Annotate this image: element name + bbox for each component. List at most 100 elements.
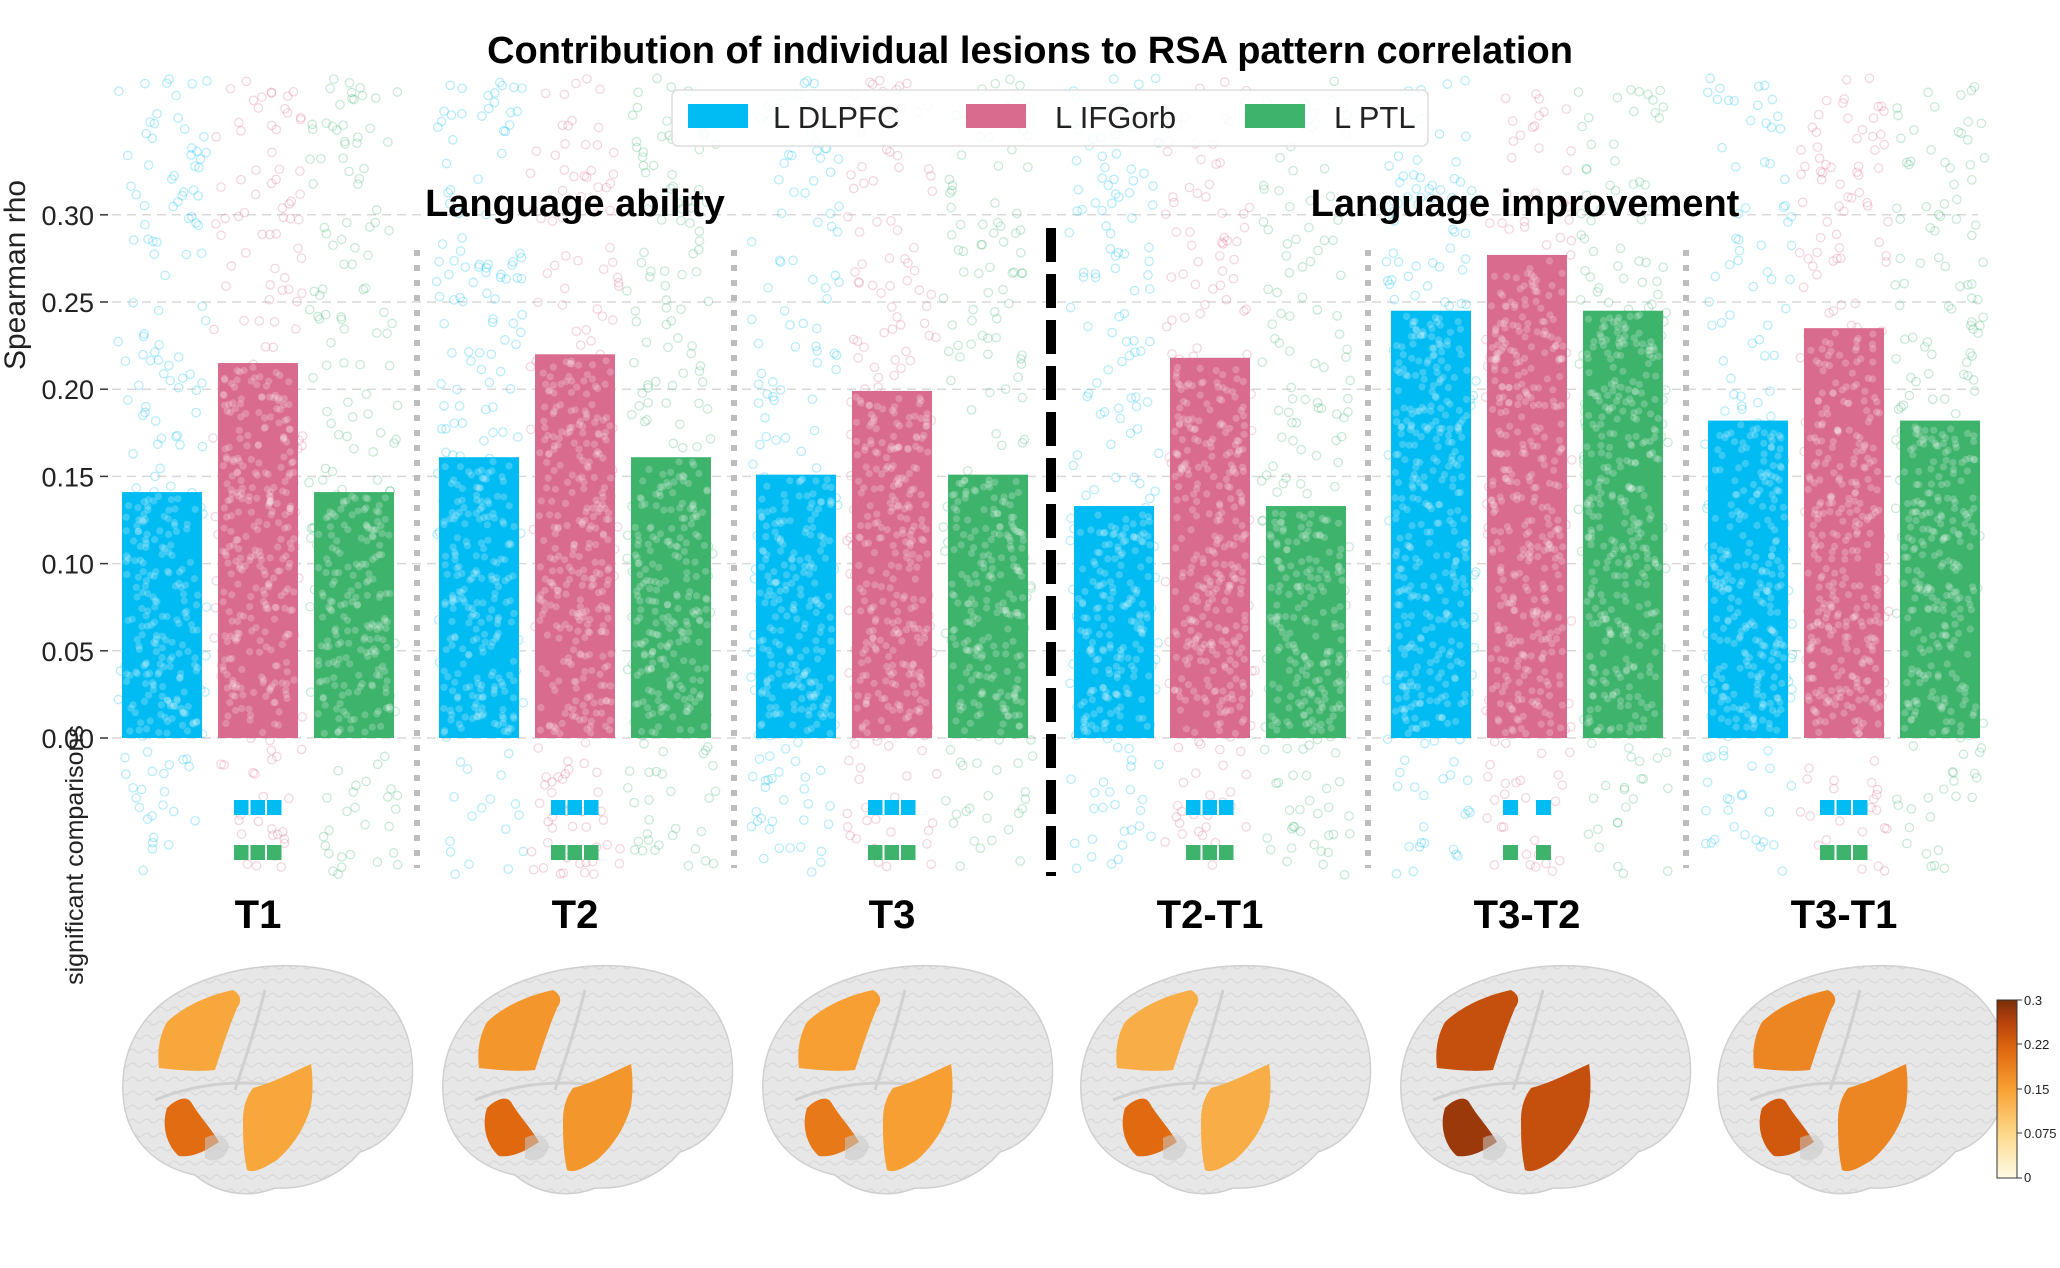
dot (825, 537, 834, 545)
dot (1339, 412, 1349, 423)
dot (1296, 444, 1307, 455)
dot (228, 591, 236, 599)
dot (510, 714, 518, 722)
dot (354, 173, 365, 184)
dot (152, 568, 160, 576)
dot (905, 355, 916, 366)
dot (181, 754, 192, 764)
dot (1531, 188, 1541, 198)
dot (135, 642, 143, 650)
dot (1894, 300, 1905, 311)
dot (232, 637, 240, 645)
dot (923, 625, 931, 633)
dot (1161, 321, 1172, 332)
dot (1879, 139, 1890, 150)
dot (639, 738, 649, 749)
dot (973, 579, 981, 587)
dot (652, 630, 661, 639)
dot (266, 685, 274, 693)
dot (289, 458, 297, 466)
dot (142, 725, 151, 733)
dot (141, 680, 150, 688)
dot (1313, 245, 1323, 256)
dot (817, 498, 826, 506)
dot (1736, 391, 1746, 402)
dot (557, 185, 568, 196)
dot (349, 94, 359, 105)
dot (1297, 292, 1308, 303)
dot (131, 557, 139, 565)
dot (1618, 273, 1629, 284)
dot (1710, 271, 1721, 282)
dot (865, 470, 873, 478)
dot (465, 468, 473, 476)
dot (1242, 349, 1252, 360)
dot (1239, 306, 1249, 316)
dot (319, 592, 327, 600)
dot (142, 659, 150, 667)
dot (824, 695, 833, 703)
dot (907, 486, 915, 494)
dot (194, 591, 202, 599)
dot (142, 612, 150, 620)
dot (1811, 127, 1822, 138)
dot (802, 646, 810, 655)
dot (958, 246, 969, 257)
dot (883, 526, 891, 534)
dot (576, 716, 584, 724)
dot (1388, 196, 1399, 207)
dot (340, 681, 348, 690)
dot (227, 486, 235, 494)
dot (680, 547, 689, 556)
dot (1461, 299, 1471, 310)
dot (550, 408, 558, 416)
dot (135, 645, 143, 653)
dot (1637, 277, 1648, 288)
dot (272, 369, 280, 377)
dot (279, 487, 287, 495)
dot (305, 601, 315, 612)
dot (668, 181, 678, 192)
dot (1110, 472, 1121, 483)
dot (152, 635, 160, 643)
dot (343, 616, 352, 624)
dot (895, 443, 903, 451)
dot (679, 633, 687, 642)
dot (271, 720, 279, 728)
dot (465, 619, 473, 627)
dot (279, 435, 287, 443)
dot (261, 590, 269, 598)
dot (233, 488, 241, 496)
dot (700, 722, 708, 731)
dot (236, 400, 245, 408)
dot (156, 660, 164, 668)
dot (1469, 612, 1479, 623)
dot (1881, 257, 1892, 267)
dot (1282, 856, 1292, 867)
dot (557, 212, 568, 223)
dot (265, 499, 274, 508)
dot (870, 679, 878, 687)
dot (1150, 73, 1161, 84)
dot (138, 331, 149, 342)
dot (1777, 866, 1788, 876)
dot (903, 515, 911, 523)
dot (657, 769, 668, 779)
dot (1119, 826, 1130, 837)
dot (165, 569, 173, 577)
dot (1951, 214, 1962, 224)
dot (771, 528, 779, 536)
dot (590, 699, 598, 707)
dot (547, 776, 557, 787)
dot (1323, 847, 1334, 858)
dot (222, 719, 230, 728)
dot (651, 766, 662, 777)
dot (444, 198, 455, 209)
dot (895, 563, 903, 571)
dot (636, 494, 644, 502)
dot (1300, 394, 1311, 405)
dot (945, 745, 956, 755)
dot (440, 520, 448, 529)
dot (386, 784, 396, 794)
dot (909, 660, 918, 668)
